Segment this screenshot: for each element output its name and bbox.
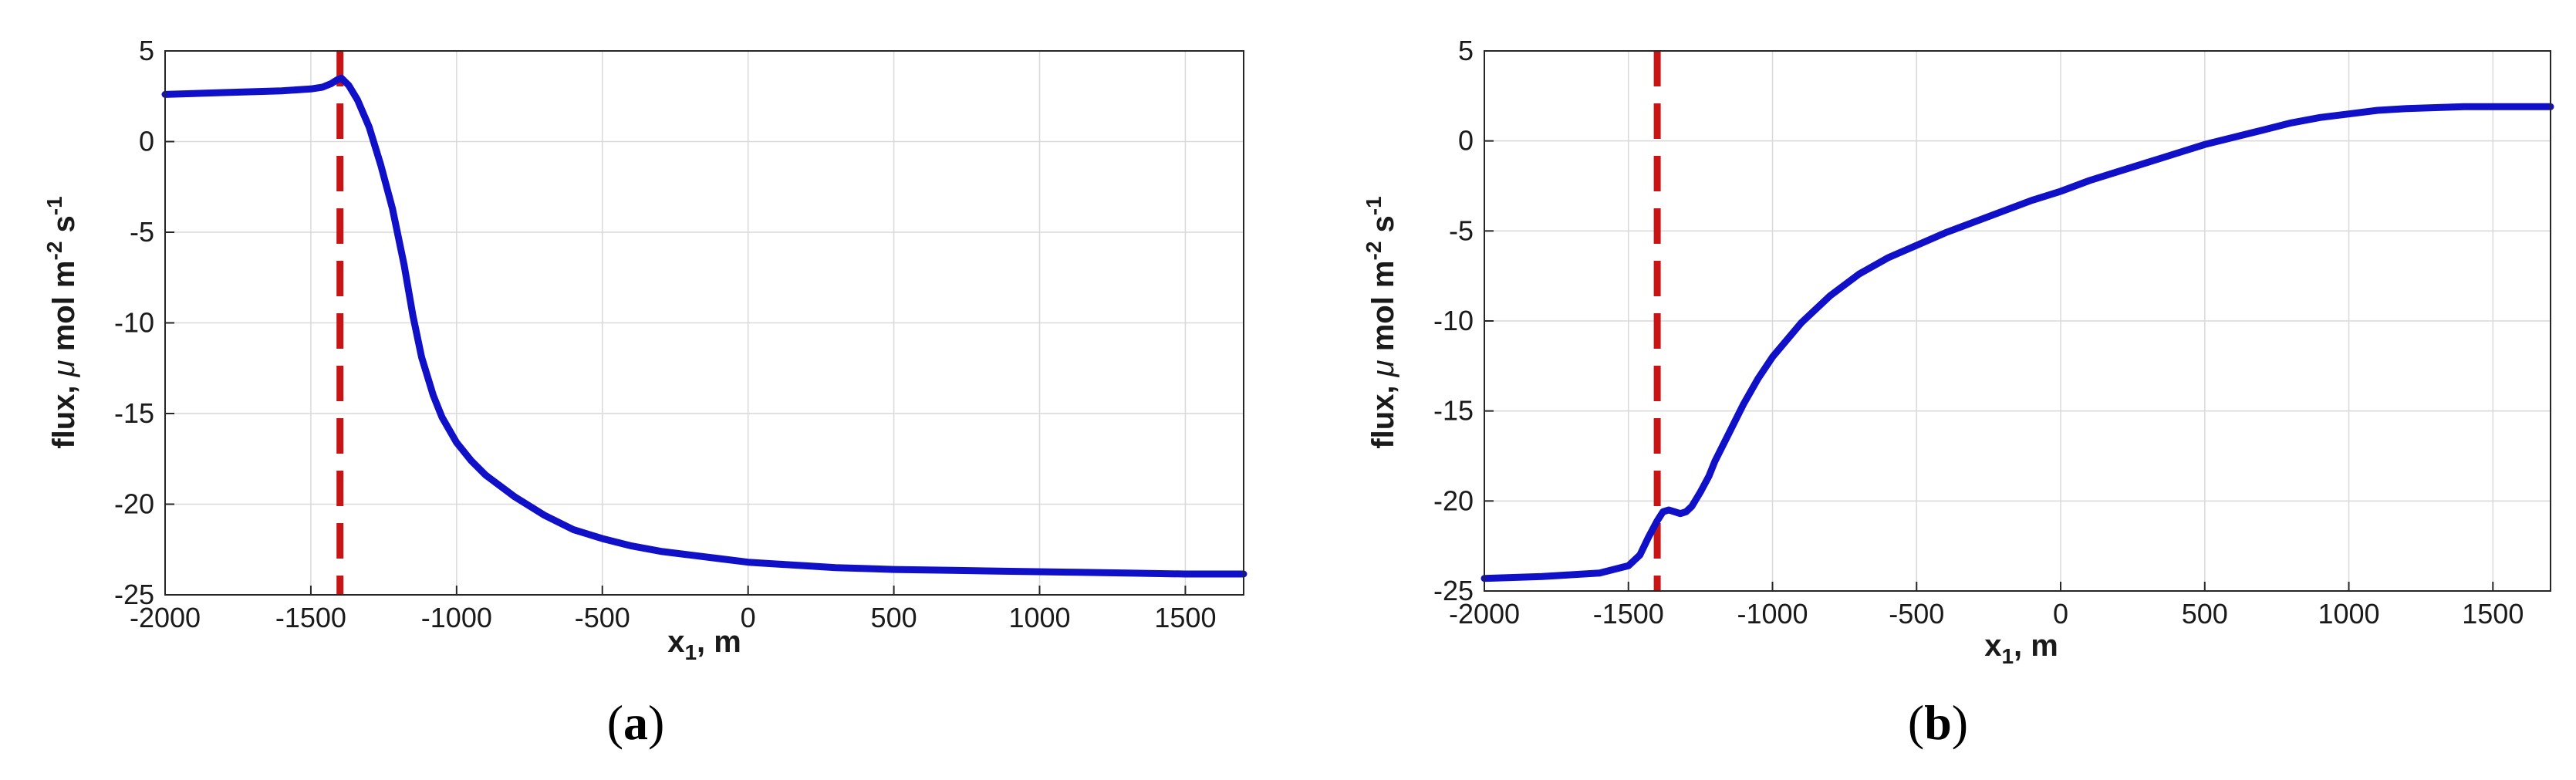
x-tick-label: 0 — [2053, 598, 2068, 630]
x-tick-label: 0 — [741, 602, 756, 633]
panel-label-a: (a) — [607, 695, 665, 750]
x-tick-label: -2000 — [130, 602, 201, 633]
chart-panel-a: -2000 -1500 -1000 -500 0 500 1000 1500 5 0 -5 -10 -… — [42, 35, 1247, 750]
x-tick-label: 1000 — [1008, 602, 1070, 633]
x-axis-label: x1, m — [667, 625, 741, 664]
y-tick-label: -25 — [1433, 575, 1474, 606]
x-tick-label: 1000 — [2318, 598, 2379, 630]
x-tick-label: -2000 — [1449, 598, 1520, 630]
y-tick-label: 0 — [1458, 125, 1474, 157]
x-tick-label: 1500 — [2462, 598, 2524, 630]
x-tick-label: -500 — [1889, 598, 1944, 630]
y-tick-label: -5 — [1449, 214, 1474, 246]
plot-frame — [1484, 50, 2551, 592]
y-tick-label: 5 — [139, 35, 154, 66]
y-tick-label: 5 — [1458, 35, 1474, 66]
y-tick-label: -15 — [114, 397, 154, 429]
y-axis-label: flux, μ mol m-2 s-1 — [1362, 196, 1400, 448]
y-tick-label: -25 — [114, 579, 154, 610]
grid — [164, 50, 1244, 596]
x-tick-label: -1000 — [1737, 598, 1808, 630]
y-tick-label: -20 — [114, 488, 154, 520]
y-axis-label: flux, μ mol m-2 s-1 — [42, 196, 81, 448]
x-axis-label: x1, m — [1984, 629, 2058, 668]
x-tick-labels: -2000 -1500 -1000 -500 0 500 1000 1500 — [130, 602, 1217, 633]
x-tick-label: 1500 — [1154, 602, 1216, 633]
x-tick-label: -1000 — [421, 602, 492, 633]
panel-label-b: (b) — [1908, 695, 1968, 750]
y-tick-labels: 5 0 -5 -10 -15 -20 -25 — [1433, 35, 1474, 606]
y-tick-label: -20 — [1433, 485, 1474, 516]
x-tick-label: -1500 — [1593, 598, 1664, 630]
plot-frame — [164, 50, 1244, 596]
y-tick-label: -10 — [114, 307, 154, 339]
series-line — [161, 74, 1247, 578]
x-tick-label: -500 — [575, 602, 630, 633]
data-series-layer — [161, 74, 1247, 578]
x-tick-labels: -2000 -1500 -1000 -500 0 500 1000 1500 — [1449, 598, 2524, 630]
chart-panel-b: -2000 -1500 -1000 -500 0 500 1000 1500 5 0 -5 -10 -… — [1362, 35, 2554, 750]
y-tick-labels: 5 0 -5 -10 -15 -20 -25 — [114, 35, 154, 610]
x-tick-label: 500 — [2182, 598, 2228, 630]
y-tick-label: -15 — [1433, 395, 1474, 427]
data-series-layer — [1480, 103, 2554, 582]
x-tick-label: 500 — [871, 602, 917, 633]
y-tick-label: -5 — [130, 216, 154, 248]
x-tick-label: -1500 — [275, 602, 346, 633]
series-line — [1480, 103, 2554, 582]
y-tick-label: 0 — [139, 126, 154, 157]
y-tick-label: -10 — [1433, 305, 1474, 336]
